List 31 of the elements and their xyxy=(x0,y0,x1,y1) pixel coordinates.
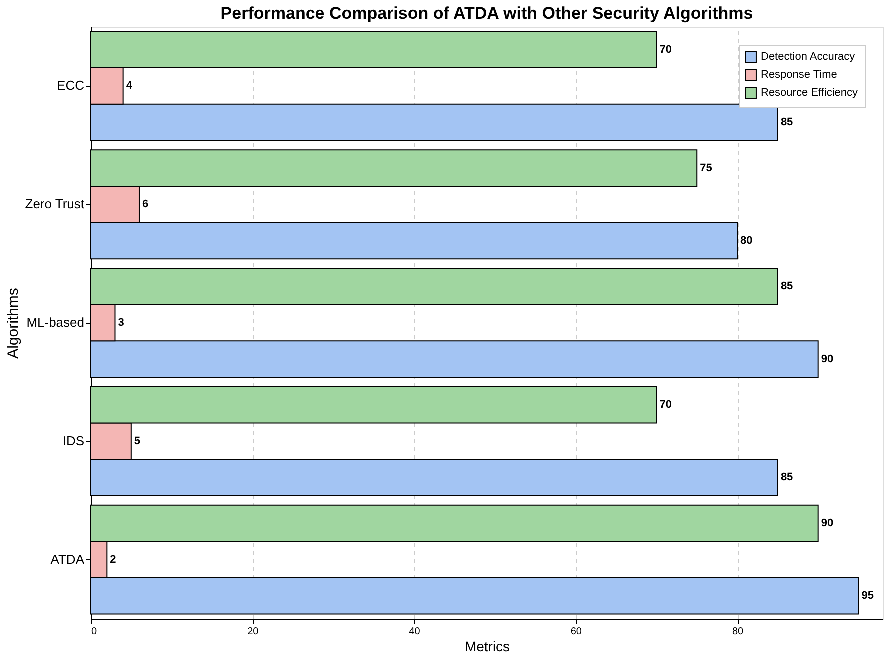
x-tick-label: 60 xyxy=(570,626,582,638)
y-tick-label: Zero Trust xyxy=(25,196,85,212)
data-label: 75 xyxy=(700,162,712,174)
legend-label: Resource Efficiency xyxy=(761,87,859,99)
x-tick-label: 40 xyxy=(409,626,421,638)
data-label: 5 xyxy=(134,435,141,448)
x-tick-label: 20 xyxy=(248,626,260,638)
data-label: 3 xyxy=(118,317,124,329)
legend-label: Response Time xyxy=(761,69,838,81)
data-label: 70 xyxy=(660,399,672,412)
data-label: 80 xyxy=(740,234,753,247)
data-label: 95 xyxy=(862,590,874,602)
y-axis-title: Algorithms xyxy=(5,288,22,359)
y-tick-label: ATDA xyxy=(50,552,85,567)
data-label: 6 xyxy=(142,198,149,211)
data-label: 85 xyxy=(780,116,794,129)
legend-label: Detection Accuracy xyxy=(761,51,856,63)
x-tick-label: 0 xyxy=(92,626,98,638)
data-label: 90 xyxy=(821,353,834,366)
data-label: 85 xyxy=(780,280,794,293)
data-label: 4 xyxy=(126,80,134,92)
data-label: 2 xyxy=(110,554,116,566)
y-tick-label: IDS xyxy=(62,433,85,448)
data-label: 90 xyxy=(821,517,834,530)
data-label: 85 xyxy=(780,472,794,484)
data-label: 70 xyxy=(660,44,672,56)
chart-title: Performance Comparison of ATDA with Other Security Algorithms xyxy=(220,4,754,23)
x-tick-label: 80 xyxy=(732,626,744,638)
y-tick-label: ML-based xyxy=(26,315,84,330)
x-axis-title: Metrics xyxy=(464,638,510,654)
y-tick-label: ECC xyxy=(57,78,84,94)
